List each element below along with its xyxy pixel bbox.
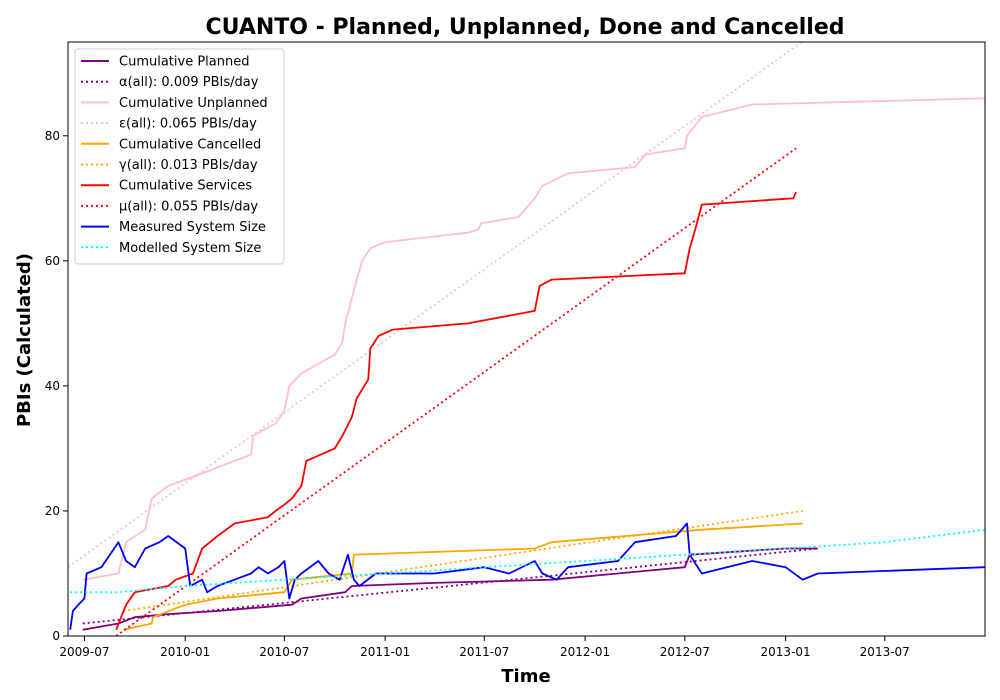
legend-label-8: Measured System Size [119, 220, 266, 235]
x-tick-label-1: 2010-01 [160, 645, 210, 659]
y-tick-label-3: 60 [45, 254, 60, 268]
y-tick-label-2: 40 [45, 379, 60, 393]
x-axis-label: Time [501, 666, 550, 687]
series-8-measured-system-size-line [69, 522, 985, 630]
y-tick-label-4: 80 [45, 129, 60, 143]
x-tick-label-7: 2013-01 [761, 645, 811, 659]
plot-area [68, 42, 985, 636]
x-tick-label-8: 2013-07 [860, 645, 910, 659]
series-6-cumulative-services-line [115, 191, 797, 631]
axes: 2009-07 2010-01 2010-07 2011-01 2011-07 2012-… [45, 41, 986, 659]
legend-label-7: μ(all): 0.055 PBIs/day [119, 199, 258, 214]
series-3-all-0-065-pbis-day-line [68, 42, 803, 568]
legend-box [74, 48, 285, 265]
series-1-all-0-009-pbis-day-line [82, 547, 818, 625]
legend-label-6: Cumulative Services [119, 179, 252, 194]
legend-label-4: Cumulative Cancelled [119, 137, 261, 152]
legend-label-9: Modelled System Size [119, 241, 261, 256]
series-4-cumulative-cancelled-line [123, 522, 803, 631]
legend-label-3: ε(all): 0.065 PBIs/day [119, 117, 257, 132]
legend-label-1: α(all): 0.009 PBIs/day [119, 75, 259, 90]
plot-frame [67, 41, 986, 637]
x-tick-label-6: 2012-07 [660, 645, 710, 659]
y-axis-label: PBIs (Calculated) [14, 253, 35, 427]
legend-label-5: γ(all): 0.013 PBIs/day [119, 158, 258, 173]
legend: Cumulative Planned α(all): 0.009 PBIs/day… [74, 48, 285, 265]
chart-title: CUANTO - Planned, Unplanned, Done and Ca… [205, 15, 844, 40]
series-0-cumulative-planned-line [82, 547, 818, 631]
x-tick-label-2: 2010-07 [259, 645, 309, 659]
series-2-cumulative-unplanned-line [82, 97, 985, 581]
x-tick-label-5: 2012-01 [560, 645, 610, 659]
legend-label-0: Cumulative Planned [119, 55, 249, 70]
x-tick-label-0: 2009-07 [59, 645, 109, 659]
legend-label-2: Cumulative Unplanned [119, 96, 268, 111]
x-tick-label-3: 2011-01 [360, 645, 410, 659]
y-tick-label-0: 0 [52, 629, 60, 643]
series-9-modelled-system-size-line [70, 528, 985, 594]
y-tick-label-1: 20 [45, 504, 60, 518]
x-tick-label-4: 2011-07 [459, 645, 509, 659]
